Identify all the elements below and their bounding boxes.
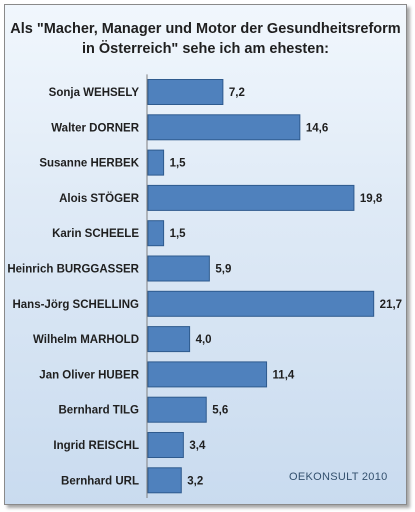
bar bbox=[147, 326, 191, 353]
category-label: Sonja WEHSELY bbox=[49, 87, 140, 99]
bar bbox=[147, 396, 207, 423]
value-label: 5,6 bbox=[212, 405, 228, 417]
value-label: 5,9 bbox=[215, 264, 231, 276]
value-label: 3,2 bbox=[187, 475, 203, 487]
chart-title-line-1: Als "Macher, Manager und Motor der Gesun… bbox=[10, 21, 401, 37]
bar bbox=[147, 114, 301, 141]
value-label: 3,4 bbox=[189, 440, 206, 452]
chart-frame: Als "Macher, Manager und Motor der Gesun… bbox=[4, 4, 407, 505]
category-label: Hans-Jörg SCHELLING bbox=[12, 299, 139, 311]
category-label: Bernhard URL bbox=[61, 475, 139, 487]
category-label: Jan Oliver HUBER bbox=[39, 369, 139, 381]
value-label: 7,2 bbox=[229, 87, 245, 99]
category-label: Heinrich BURGGASSER bbox=[7, 264, 139, 276]
watermark: OEKONSULT 2010 bbox=[289, 471, 388, 483]
bar bbox=[147, 432, 184, 458]
value-label: 1,5 bbox=[170, 228, 187, 240]
value-label: 4,0 bbox=[196, 334, 212, 346]
category-label: Bernhard TILG bbox=[58, 405, 139, 417]
chart-title: Als "Macher, Manager und Motor der Gesun… bbox=[5, 19, 406, 59]
category-label: Walter DORNER bbox=[51, 122, 139, 134]
value-label: 1,5 bbox=[170, 158, 187, 170]
category-label: Wilhelm MARHOLD bbox=[33, 334, 139, 346]
bar bbox=[147, 184, 355, 211]
bar-chart: Sonja WEHSELY 7,2 Walter DORNER 14,6 Susanne… bbox=[7, 74, 402, 498]
category-label: Karin SCHEELE bbox=[52, 228, 139, 240]
bar bbox=[147, 361, 268, 388]
bar bbox=[147, 467, 182, 494]
bar bbox=[147, 220, 165, 247]
value-label: 21,7 bbox=[380, 299, 402, 311]
category-label: Ingrid REISCHL bbox=[53, 440, 139, 452]
value-label: 11,4 bbox=[273, 369, 295, 381]
bar bbox=[147, 290, 375, 317]
bar bbox=[147, 255, 210, 282]
category-label: Susanne HERBEK bbox=[39, 158, 139, 170]
value-label: 19,8 bbox=[360, 193, 383, 205]
chart-title-line-2: in Österreich" sehe ich am ehesten: bbox=[81, 41, 330, 57]
bar bbox=[147, 149, 165, 176]
bar bbox=[147, 79, 224, 105]
category-label: Alois STÖGER bbox=[59, 192, 140, 205]
value-label: 14,6 bbox=[306, 122, 328, 134]
